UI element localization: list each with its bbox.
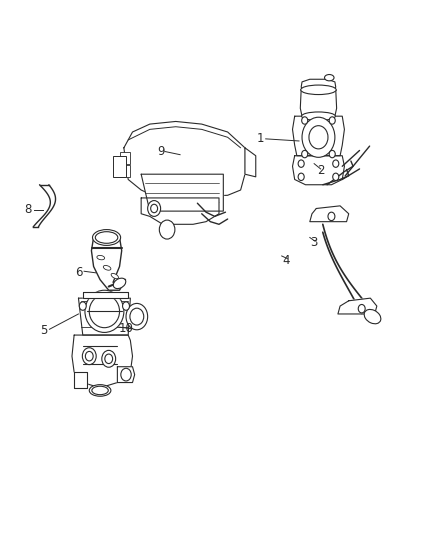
- Ellipse shape: [89, 385, 111, 396]
- Polygon shape: [74, 372, 87, 388]
- Ellipse shape: [325, 75, 334, 81]
- Text: 2: 2: [317, 164, 325, 177]
- Circle shape: [85, 351, 93, 361]
- Polygon shape: [245, 148, 256, 177]
- Circle shape: [123, 302, 130, 310]
- Circle shape: [302, 150, 308, 158]
- Circle shape: [102, 350, 116, 367]
- Ellipse shape: [113, 278, 126, 288]
- Circle shape: [309, 126, 328, 149]
- Circle shape: [159, 220, 175, 239]
- Polygon shape: [300, 90, 337, 116]
- Ellipse shape: [364, 310, 381, 324]
- Polygon shape: [124, 122, 245, 198]
- Ellipse shape: [97, 255, 105, 260]
- Circle shape: [328, 212, 335, 221]
- Ellipse shape: [111, 273, 118, 279]
- Circle shape: [333, 173, 339, 181]
- Text: 8: 8: [24, 203, 32, 216]
- Circle shape: [105, 354, 113, 364]
- Ellipse shape: [89, 295, 120, 328]
- Text: 3: 3: [311, 236, 318, 249]
- Polygon shape: [293, 116, 344, 156]
- Text: 6: 6: [75, 266, 82, 279]
- Polygon shape: [78, 298, 131, 335]
- Circle shape: [298, 160, 304, 167]
- Polygon shape: [72, 335, 133, 388]
- Ellipse shape: [95, 232, 118, 243]
- Text: 4: 4: [282, 254, 290, 266]
- Circle shape: [298, 173, 304, 181]
- Circle shape: [121, 368, 131, 381]
- Polygon shape: [301, 79, 336, 90]
- Circle shape: [329, 150, 335, 158]
- Ellipse shape: [92, 386, 108, 394]
- Bar: [120, 152, 131, 164]
- Polygon shape: [141, 174, 223, 211]
- Polygon shape: [141, 198, 219, 224]
- Circle shape: [333, 160, 339, 167]
- Circle shape: [126, 303, 148, 330]
- Text: 5: 5: [40, 325, 48, 337]
- Polygon shape: [83, 292, 128, 298]
- Circle shape: [151, 204, 158, 213]
- Circle shape: [358, 304, 365, 313]
- Text: 9: 9: [157, 145, 164, 158]
- Circle shape: [79, 302, 86, 310]
- Polygon shape: [117, 367, 134, 383]
- Circle shape: [329, 117, 335, 124]
- Polygon shape: [310, 206, 349, 222]
- Circle shape: [302, 117, 308, 124]
- Ellipse shape: [85, 290, 124, 333]
- Ellipse shape: [302, 112, 336, 120]
- Polygon shape: [338, 298, 377, 314]
- Text: 1: 1: [256, 132, 264, 146]
- Circle shape: [130, 308, 144, 325]
- Text: 10: 10: [119, 322, 134, 335]
- Circle shape: [148, 200, 161, 216]
- Bar: [113, 156, 126, 177]
- Ellipse shape: [92, 230, 120, 245]
- Polygon shape: [293, 156, 344, 185]
- Circle shape: [302, 117, 335, 157]
- Circle shape: [82, 348, 96, 365]
- Bar: [120, 165, 131, 177]
- Ellipse shape: [301, 85, 336, 94]
- Ellipse shape: [103, 265, 111, 270]
